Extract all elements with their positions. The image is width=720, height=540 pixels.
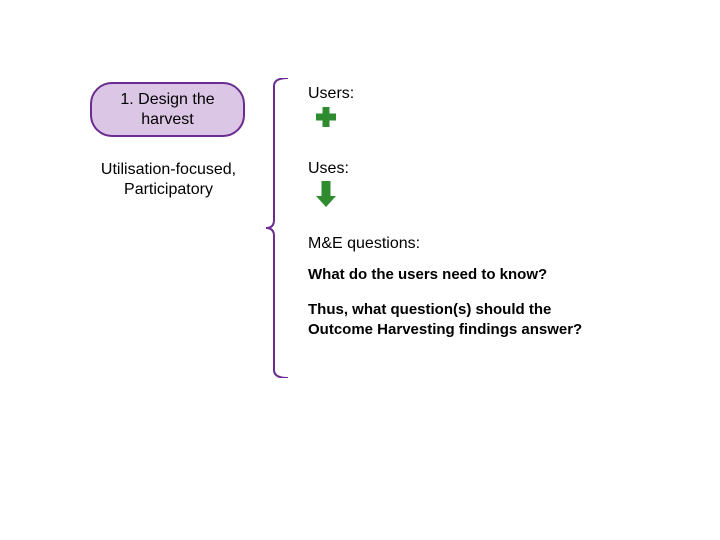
users-heading: Users: xyxy=(308,85,354,103)
body-q2: Thus, what question(s) should the Outcom… xyxy=(308,300,613,339)
plus-icon xyxy=(316,107,336,127)
body-q1: What do the users need to know? xyxy=(308,265,638,285)
brace-icon xyxy=(264,78,290,378)
me-heading: M&E questions: xyxy=(308,235,420,253)
pill-line2: harvest xyxy=(141,111,193,128)
subtitle-line1: Utilisation-focused, xyxy=(101,161,236,178)
uses-heading: Uses: xyxy=(308,160,349,178)
arrow-down-icon xyxy=(316,181,336,207)
pill-line1: 1. Design the xyxy=(120,91,214,108)
subtitle-line2: Participatory xyxy=(124,181,213,198)
subtitle-block: Utilisation-focused, Participatory xyxy=(86,160,251,200)
step-pill: 1. Design the harvest xyxy=(90,82,245,137)
